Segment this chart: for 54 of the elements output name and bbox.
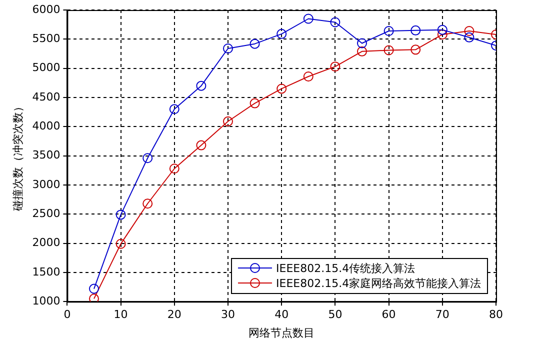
y-axis-title: 碰撞次数（冲突次数）	[11, 100, 24, 212]
point	[169, 104, 180, 114]
x-tick-label: 10	[114, 308, 128, 322]
x-tick-label: 40	[274, 308, 289, 322]
point	[116, 238, 126, 249]
point	[384, 26, 394, 36]
y-tick-label: 1500	[32, 265, 60, 278]
y-tick-label: 3500	[32, 148, 60, 162]
x-axis-title: 网络节点数目	[248, 326, 315, 340]
point	[88, 294, 99, 302]
point	[410, 25, 421, 36]
point	[222, 43, 233, 54]
point	[437, 24, 448, 35]
x-tick-label: 70	[435, 308, 450, 322]
point	[330, 17, 340, 28]
y-tick-label: 4500	[32, 90, 60, 104]
point	[250, 38, 260, 49]
point	[464, 26, 474, 36]
legend-label: IEEE802.15.4家庭网络高效节能接入算法	[276, 276, 482, 291]
point	[384, 45, 394, 56]
point	[169, 164, 180, 174]
point	[357, 46, 367, 56]
point	[276, 28, 287, 39]
point	[116, 210, 126, 220]
x-tick-label: 50	[328, 308, 342, 322]
point	[142, 198, 153, 209]
x-tick-label: 0	[64, 308, 71, 322]
y-tick-label: 5000	[32, 61, 60, 74]
y-tick-label: 5500	[32, 32, 60, 46]
x-tick-label: 20	[167, 308, 182, 322]
point	[196, 140, 206, 150]
point	[142, 153, 153, 164]
point	[88, 284, 99, 294]
point	[330, 62, 340, 72]
point	[276, 84, 287, 94]
point	[464, 32, 474, 42]
legend-label: IEEE802.15.4传统接入算法	[276, 260, 416, 276]
point	[222, 116, 233, 126]
y-tick-label: 1000	[32, 294, 60, 308]
x-tick-label: 80	[489, 308, 503, 322]
y-tick-label: 6000	[32, 2, 60, 16]
point	[357, 38, 367, 48]
y-tick-label: 4000	[32, 120, 60, 132]
y-tick-label: 2500	[32, 206, 60, 220]
point	[410, 44, 421, 55]
point	[196, 80, 206, 91]
y-tick-label: 2000	[32, 236, 60, 250]
y-tick-label: 3000	[32, 178, 60, 191]
point	[303, 71, 314, 82]
point	[437, 29, 448, 40]
x-tick-label: 30	[220, 308, 235, 322]
point	[250, 98, 260, 108]
x-tick-label: 60	[382, 308, 396, 322]
point	[303, 14, 314, 24]
